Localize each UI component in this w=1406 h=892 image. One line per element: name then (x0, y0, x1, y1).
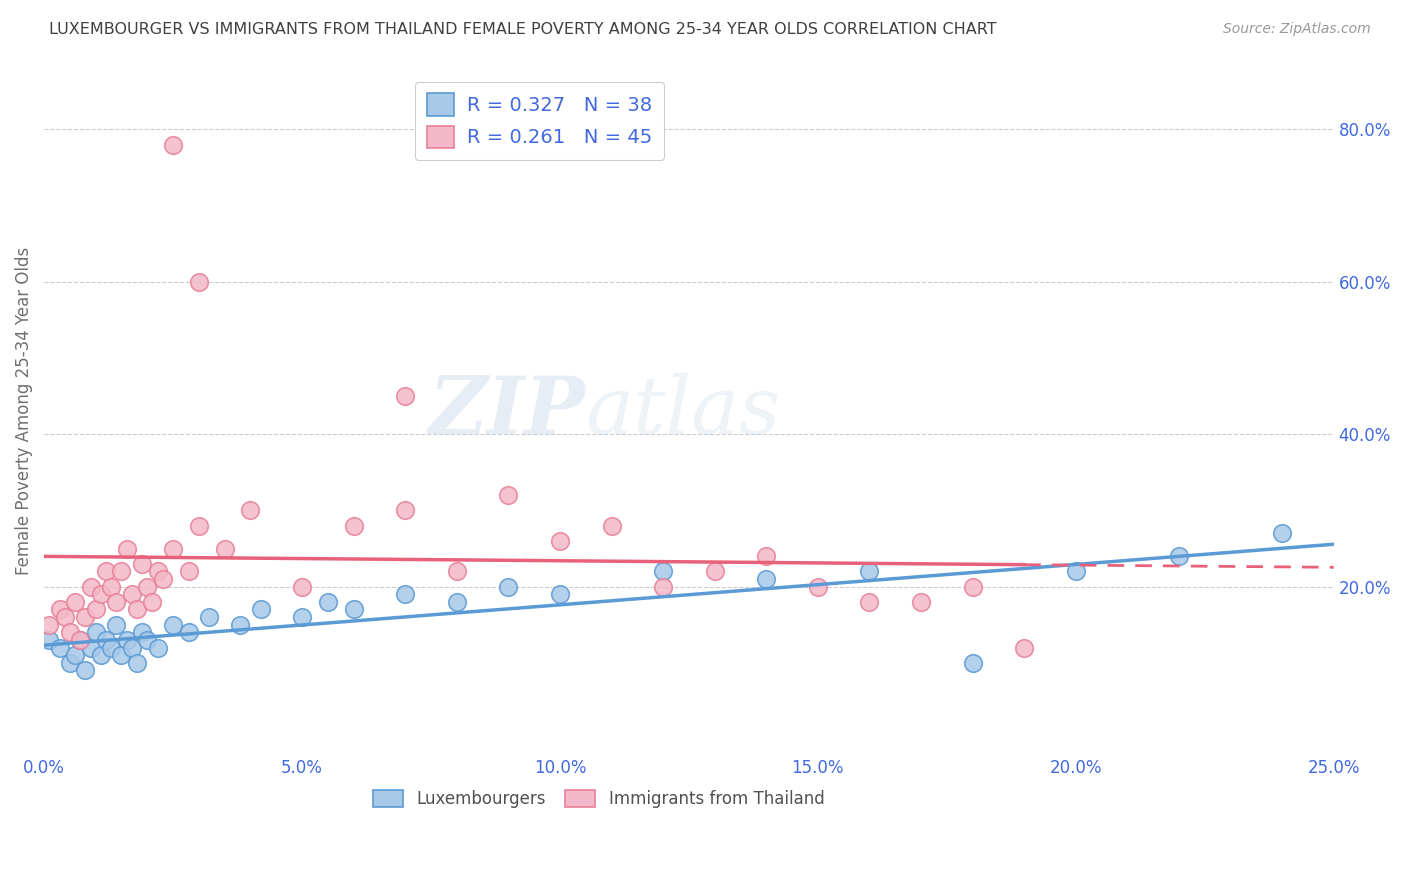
Point (1012, 640, 1035, 655)
Point (146, 640, 169, 655)
Point (187, 518, 209, 533)
Legend: Luxembourgers, Immigrants from Thailand: Luxembourgers, Immigrants from Thailand (366, 783, 831, 814)
Point (1271, 526, 1294, 541)
Point (48, 602, 70, 616)
Point (136, 580, 159, 594)
Point (394, 587, 416, 601)
Y-axis label: Female Poverty Among 25-34 Year Olds: Female Poverty Among 25-34 Year Olds (15, 247, 32, 575)
Point (94, 565, 117, 579)
Point (446, 565, 468, 579)
Point (59, 656, 82, 670)
Point (105, 617, 128, 632)
Point (807, 580, 830, 594)
Point (121, 587, 143, 601)
Point (48, 640, 70, 655)
Point (131, 625, 153, 640)
Point (59, 625, 82, 640)
Point (115, 541, 138, 556)
Point (652, 565, 675, 579)
Point (962, 580, 984, 594)
Point (90, 587, 112, 601)
Point (600, 518, 623, 533)
Point (498, 580, 520, 594)
Point (79, 640, 101, 655)
Point (858, 565, 880, 579)
Point (291, 580, 314, 594)
Point (131, 557, 153, 571)
Point (177, 625, 200, 640)
Point (125, 656, 148, 670)
Point (755, 549, 778, 563)
Point (90, 648, 112, 662)
Point (141, 595, 163, 609)
Point (229, 617, 252, 632)
Point (239, 503, 262, 517)
Text: atlas: atlas (586, 373, 782, 450)
Point (100, 580, 122, 594)
Point (858, 595, 880, 609)
Point (69, 632, 91, 647)
Point (63, 595, 86, 609)
Text: Source: ZipAtlas.com: Source: ZipAtlas.com (1223, 22, 1371, 37)
Point (316, 595, 339, 609)
Point (342, 602, 364, 616)
Point (1167, 549, 1189, 563)
Point (249, 602, 271, 616)
Point (105, 595, 128, 609)
Point (162, 137, 184, 152)
Point (394, 503, 416, 517)
Point (115, 632, 138, 647)
Point (291, 610, 314, 624)
Point (53, 610, 76, 624)
Point (498, 488, 520, 502)
Point (162, 541, 184, 556)
Text: ZIP: ZIP (429, 373, 586, 450)
Point (214, 541, 236, 556)
Point (84, 602, 107, 616)
Point (162, 617, 184, 632)
Point (69, 632, 91, 647)
Point (100, 640, 122, 655)
Point (38, 632, 60, 647)
Point (187, 275, 209, 289)
Point (342, 518, 364, 533)
Point (38, 617, 60, 632)
Point (110, 648, 132, 662)
Point (177, 565, 200, 579)
Text: LUXEMBOURGER VS IMMIGRANTS FROM THAILAND FEMALE POVERTY AMONG 25-34 YEAR OLDS CO: LUXEMBOURGER VS IMMIGRANTS FROM THAILAND… (49, 22, 997, 37)
Point (394, 389, 416, 403)
Point (75, 610, 97, 624)
Point (79, 580, 101, 594)
Point (125, 602, 148, 616)
Point (110, 565, 132, 579)
Point (755, 572, 778, 586)
Point (75, 664, 97, 678)
Point (703, 565, 725, 579)
Point (198, 610, 221, 624)
Point (84, 625, 107, 640)
Point (910, 595, 932, 609)
Point (94, 632, 117, 647)
Point (146, 565, 169, 579)
Point (962, 656, 984, 670)
Point (121, 640, 143, 655)
Point (152, 572, 174, 586)
Point (63, 648, 86, 662)
Point (136, 632, 159, 647)
Point (446, 595, 468, 609)
Point (548, 533, 571, 548)
Point (548, 587, 571, 601)
Point (652, 580, 675, 594)
Point (1064, 565, 1087, 579)
